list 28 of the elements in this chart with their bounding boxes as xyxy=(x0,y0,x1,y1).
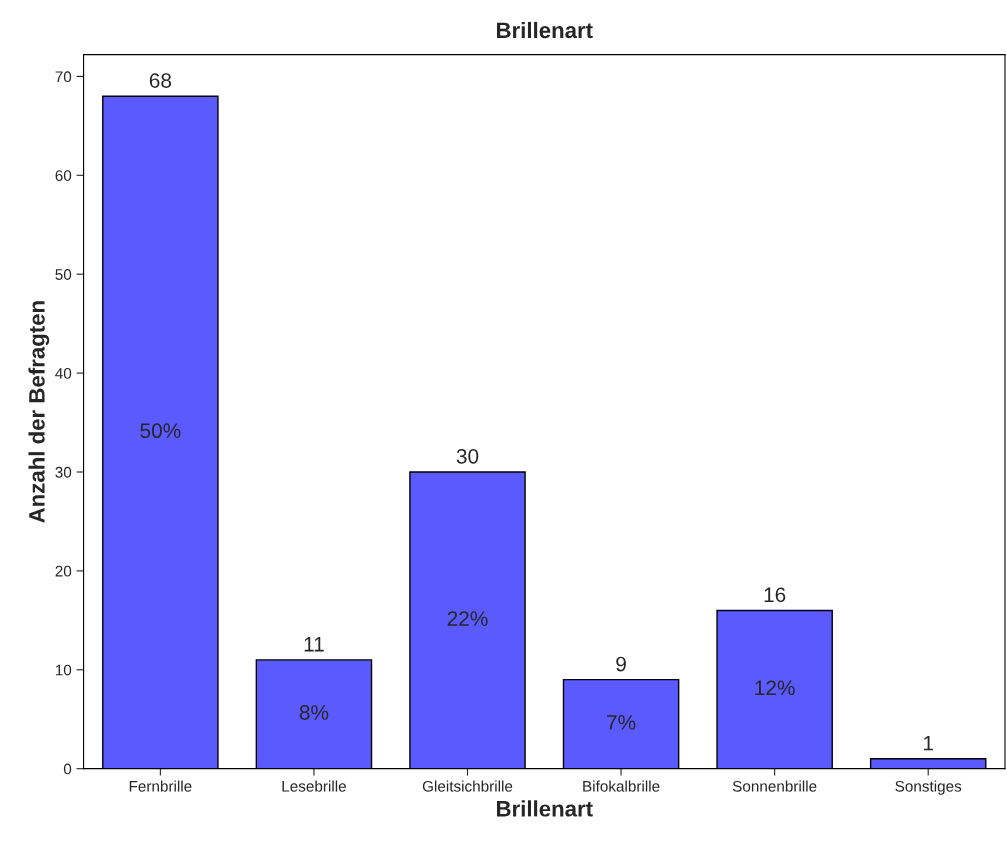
y-tick-label: 70 xyxy=(55,71,72,83)
data-label: 1 xyxy=(924,735,933,751)
x-tick-label: Sonstiges xyxy=(895,780,962,795)
x-tick-label: Lesebrille xyxy=(282,780,346,792)
y-tick-label: 30 xyxy=(55,466,72,478)
x-tick-label: Sonnenbrille xyxy=(732,780,817,792)
data-label: 68 xyxy=(149,73,172,88)
y-tick-label: 0 xyxy=(63,763,72,775)
annotation: 50% xyxy=(140,423,181,439)
data-label: 9 xyxy=(616,656,626,672)
y-tick-label: 10 xyxy=(55,664,72,676)
y-tick-label: 60 xyxy=(55,170,72,181)
annotation: 7% xyxy=(607,715,636,730)
x-tick-label: Fernbrille xyxy=(129,780,192,792)
x-tick-label: Gleitsichbrille xyxy=(422,780,513,792)
y-tick-label: 40 xyxy=(55,367,72,379)
y-axis-title: Anzahl der Befragten xyxy=(28,301,50,523)
chart-title: Brillenart xyxy=(496,21,593,39)
y-tick-label: 20 xyxy=(55,565,72,577)
annotation: 22% xyxy=(447,611,488,626)
data-label: 11 xyxy=(304,637,324,652)
y-tick-label: 50 xyxy=(55,269,72,280)
data-label: 30 xyxy=(456,448,479,464)
annotation: 12% xyxy=(755,680,795,696)
x-tick-label: Bifokalbrille xyxy=(583,780,660,792)
x-axis-title: Brillenart xyxy=(496,800,593,817)
data-label: 16 xyxy=(764,587,786,603)
annotation: 8% xyxy=(299,705,329,720)
